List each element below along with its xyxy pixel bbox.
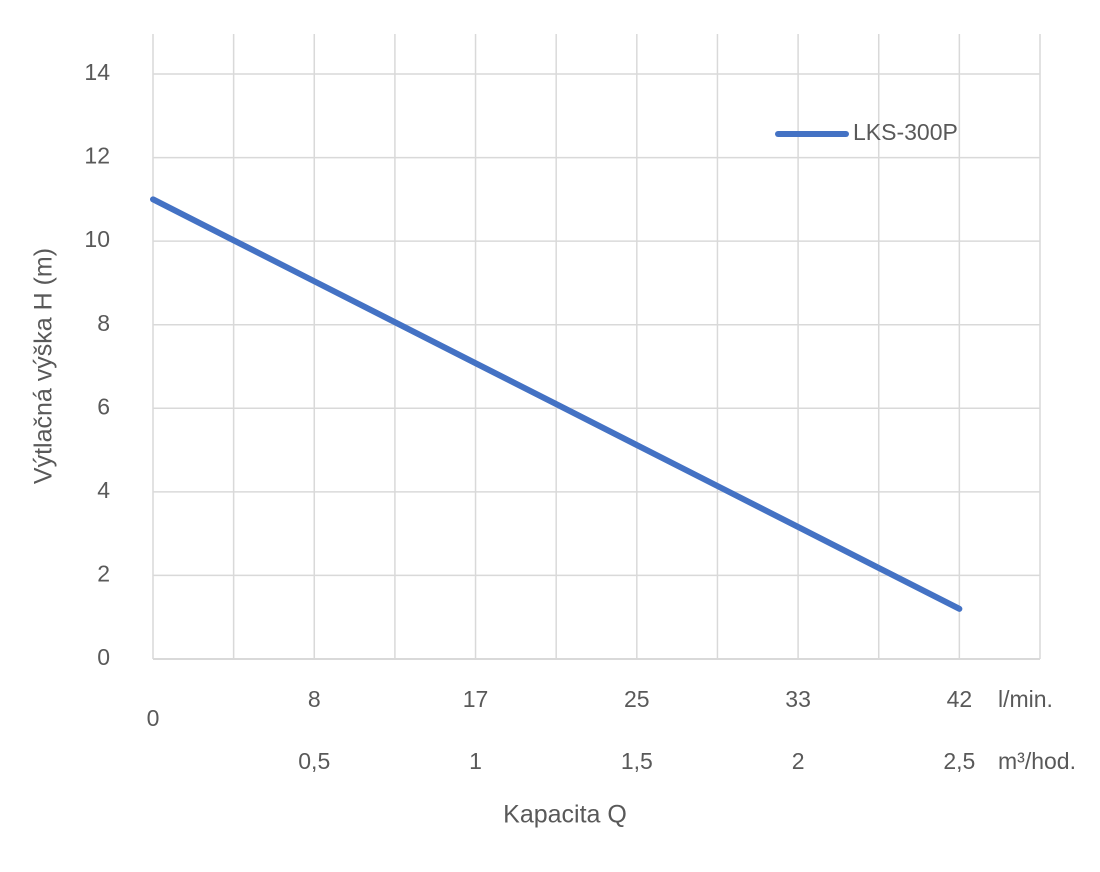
y-axis-title: Výtlačná výška H (m) [30,248,58,484]
y-tick-label: 14 [84,59,110,85]
x-unit: l/min. [998,686,1053,712]
x-axis-title: Kapacita Q [503,801,627,829]
x2-tick-label: 2 [792,748,805,774]
x-tick-label: 33 [785,686,811,712]
x2-unit: m³/hod. [998,748,1076,774]
y-tick-label: 12 [84,143,110,169]
x-tick-label: 0 [147,705,160,731]
x2-tick-label: 2,5 [943,748,975,774]
x-tick-label: 42 [947,686,973,712]
x2-tick-label: 1,5 [621,748,653,774]
y-tick-label: 4 [97,477,110,503]
y-tick-label: 6 [97,393,110,419]
series-line [150,196,963,612]
x-tick-label: 25 [624,686,650,712]
y-tick-label: 10 [84,226,110,252]
legend-label: LKS-300P [853,119,958,145]
y-tick-label: 8 [97,310,110,336]
x2-tick-label: 0,5 [298,748,330,774]
x-tick-label: 8 [308,686,321,712]
x2-tick-label: 1 [469,748,482,774]
x-tick-label: 17 [463,686,489,712]
y-tick-label: 0 [97,644,110,670]
y-tick-label: 2 [97,561,110,587]
